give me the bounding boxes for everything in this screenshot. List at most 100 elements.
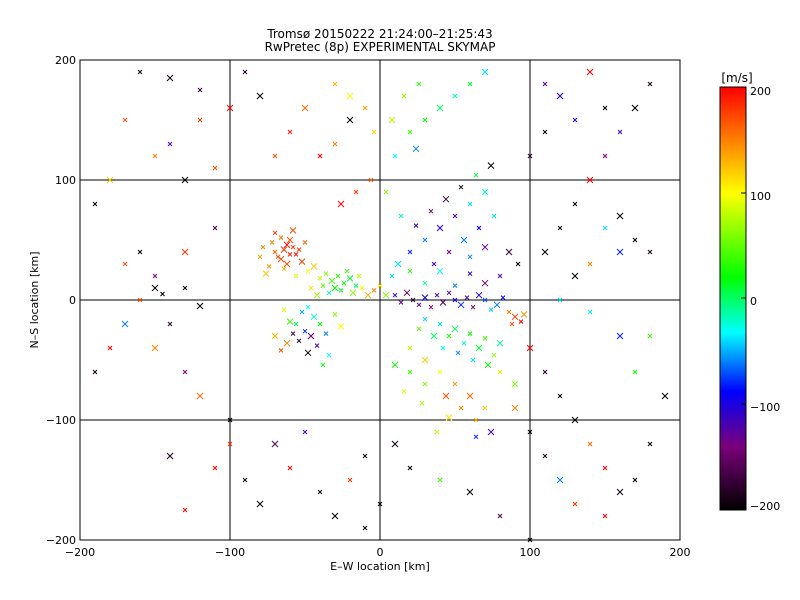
data-point (419, 400, 425, 406)
data-point (341, 280, 347, 286)
data-point (269, 240, 275, 245)
data-point (467, 81, 473, 87)
data-point (359, 285, 365, 291)
data-point (286, 236, 294, 244)
data-point (368, 177, 374, 183)
colorbar-title: [m/s] (721, 71, 752, 85)
data-point (182, 369, 188, 375)
data-point (403, 289, 411, 297)
data-point (392, 153, 398, 159)
data-point (481, 188, 489, 196)
data-point (461, 340, 467, 346)
data-point (364, 291, 372, 299)
data-point (434, 292, 440, 298)
data-point (328, 277, 336, 285)
data-point (121, 320, 129, 328)
data-point (262, 270, 270, 277)
data-point (587, 309, 593, 315)
colorbar-tick-label: 200 (750, 85, 771, 98)
data-point (182, 285, 188, 291)
colorbar-tick-label: 100 (750, 190, 771, 203)
data-point (542, 369, 548, 375)
data-point (346, 116, 354, 124)
data-point (556, 476, 564, 484)
data-point (416, 81, 422, 87)
data-point (527, 537, 533, 543)
data-point (467, 254, 473, 260)
data-point (452, 381, 458, 387)
data-point (227, 417, 233, 423)
data-point (407, 369, 413, 375)
data-point (571, 272, 579, 280)
data-point (496, 339, 504, 347)
data-point (445, 414, 453, 421)
data-point (383, 189, 389, 195)
data-point (296, 247, 302, 252)
data-point (458, 184, 464, 190)
x-tick-label: 0 (377, 546, 384, 559)
data-point (314, 343, 320, 348)
data-point (527, 429, 533, 435)
data-point (92, 201, 98, 207)
data-point (430, 332, 438, 340)
data-point (278, 235, 284, 240)
data-point (331, 512, 339, 520)
data-point (281, 266, 287, 272)
data-point (152, 153, 158, 159)
chart-title: Tromsø 20150222 21:24:00–21:25:43 (266, 27, 492, 41)
data-point (632, 237, 638, 243)
data-point (602, 105, 608, 111)
data-point (434, 429, 440, 435)
data-point (392, 292, 398, 298)
data-point (226, 104, 234, 112)
data-point (511, 404, 519, 412)
data-point (572, 117, 578, 123)
data-point (196, 302, 204, 310)
data-point (422, 280, 428, 286)
data-point (353, 283, 359, 288)
colorbar-tick-label: −200 (750, 500, 780, 513)
data-point (442, 392, 450, 400)
data-point (587, 261, 593, 267)
data-point (310, 313, 318, 321)
data-point (290, 331, 296, 336)
data-point (304, 349, 312, 357)
colorbar: [m/s] 200 100 0 −100 −200 (719, 71, 780, 513)
data-point (272, 153, 278, 159)
data-point (407, 249, 413, 255)
y-tick-label: 0 (69, 294, 76, 307)
data-point (283, 241, 291, 249)
data-point (266, 264, 272, 269)
data-point (587, 441, 593, 447)
x-axis: −200 −100 0 100 200 E–W location [km] (65, 546, 691, 573)
data-point (470, 304, 476, 310)
data-point (428, 208, 434, 214)
data-point (557, 297, 563, 303)
data-point (473, 417, 479, 423)
data-point (389, 273, 395, 279)
data-point (481, 68, 489, 76)
data-point (541, 248, 549, 256)
data-point (511, 313, 519, 321)
y-axis: −200 −100 0 100 200 N–S location [km] (28, 54, 76, 547)
data-point (283, 260, 291, 268)
data-point (632, 369, 638, 375)
data-point (617, 129, 623, 135)
data-point (602, 513, 608, 519)
data-point (542, 81, 548, 87)
data-point (287, 252, 293, 257)
data-point (356, 273, 362, 279)
data-point (332, 141, 338, 147)
data-point (377, 283, 383, 288)
data-point (382, 291, 390, 299)
data-point (160, 291, 165, 297)
data-markers (92, 68, 669, 543)
data-point (347, 477, 353, 483)
data-point (509, 321, 515, 327)
data-point (407, 345, 413, 351)
data-point (293, 321, 299, 327)
data-point (362, 525, 368, 531)
data-point (401, 388, 407, 394)
data-point (92, 369, 98, 375)
data-point (313, 291, 321, 299)
